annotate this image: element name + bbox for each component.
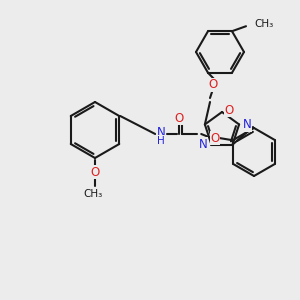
Text: O: O — [211, 131, 220, 145]
Text: H: H — [157, 136, 165, 146]
Text: N: N — [199, 138, 208, 151]
Text: N: N — [243, 118, 251, 131]
Text: O: O — [90, 166, 100, 178]
Text: CH₃: CH₃ — [83, 189, 103, 199]
Text: O: O — [208, 79, 217, 92]
Text: CH₃: CH₃ — [254, 19, 273, 29]
Text: O: O — [175, 112, 184, 124]
Text: N: N — [157, 125, 166, 139]
Text: O: O — [224, 103, 234, 116]
